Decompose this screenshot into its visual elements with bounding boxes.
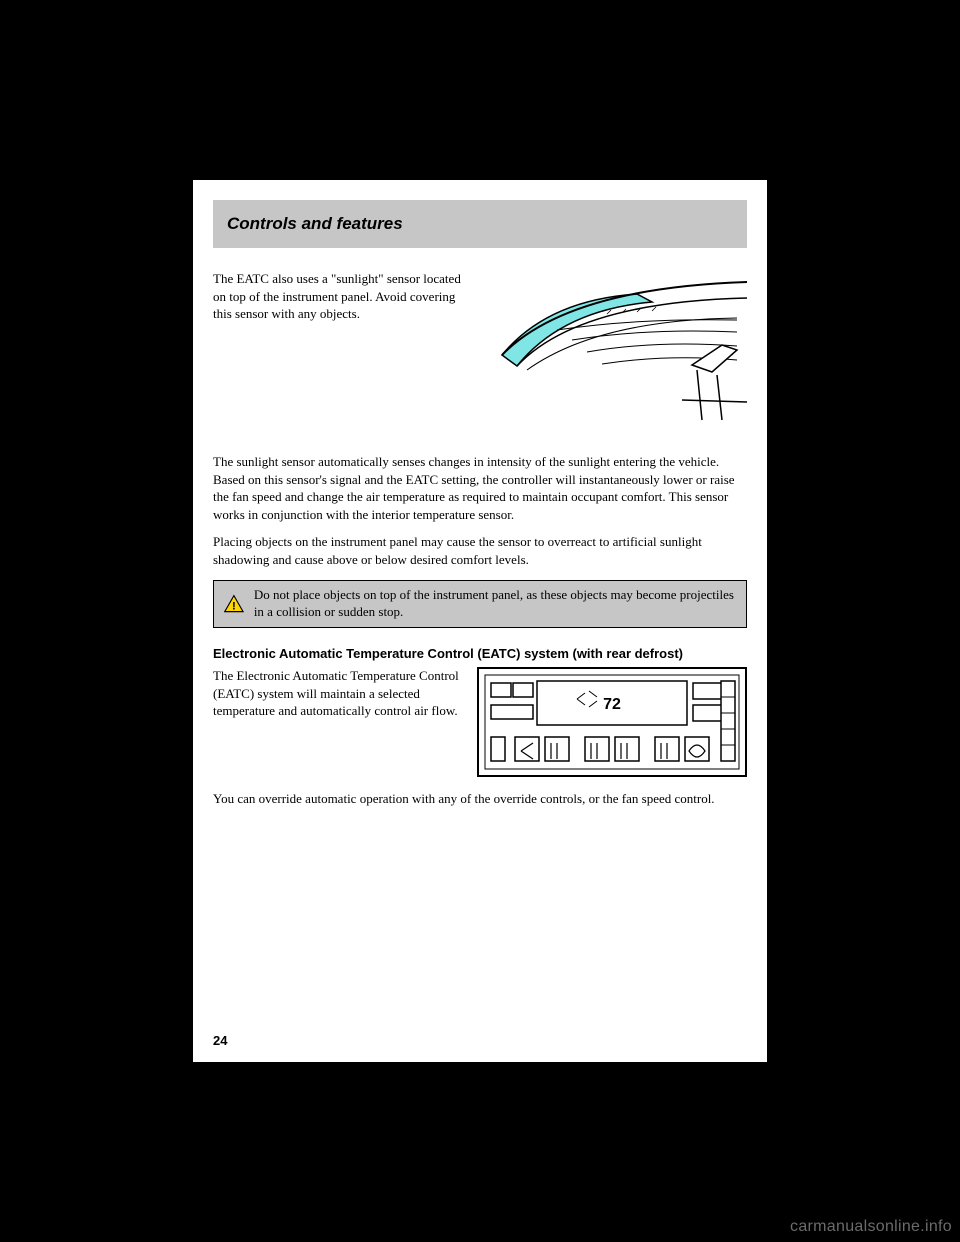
eatc-p1: The Electronic Automatic Temperature Con… bbox=[213, 667, 467, 782]
watermark-text: carmanualsonline.info bbox=[790, 1218, 952, 1236]
page-number: 24 bbox=[213, 1033, 227, 1048]
dashboard-sensor-icon bbox=[487, 270, 747, 440]
sensor-intro-text: The EATC also uses a "sunlight" sensor l… bbox=[213, 270, 477, 445]
page-body: The EATC also uses a "sunlight" sensor l… bbox=[213, 270, 747, 818]
manual-page: Controls and features The EATC also uses… bbox=[193, 180, 767, 1062]
eatc-display-value: 72 bbox=[603, 696, 621, 713]
warning-icon: ! bbox=[224, 592, 244, 616]
eatc-heading: Electronic Automatic Temperature Control… bbox=[213, 646, 747, 661]
page-title: Controls and features bbox=[227, 214, 403, 234]
warning-box: ! Do not place objects on top of the ins… bbox=[213, 580, 747, 628]
eatc-p2: You can override automatic operation wit… bbox=[213, 790, 747, 808]
eatc-row: The Electronic Automatic Temperature Con… bbox=[213, 667, 747, 782]
sensor-p2: The sunlight sensor automatically senses… bbox=[213, 453, 747, 523]
header-bar: Controls and features bbox=[213, 200, 747, 248]
eatc-panel-illustration: 72 bbox=[477, 667, 747, 782]
eatc-panel-icon: 72 bbox=[477, 667, 747, 777]
dashboard-illustration bbox=[487, 270, 747, 445]
warning-text: Do not place objects on top of the instr… bbox=[254, 587, 736, 621]
warning-glyph: ! bbox=[232, 601, 236, 613]
sensor-row: The EATC also uses a "sunlight" sensor l… bbox=[213, 270, 747, 445]
sensor-p3: Placing objects on the instrument panel … bbox=[213, 533, 747, 568]
